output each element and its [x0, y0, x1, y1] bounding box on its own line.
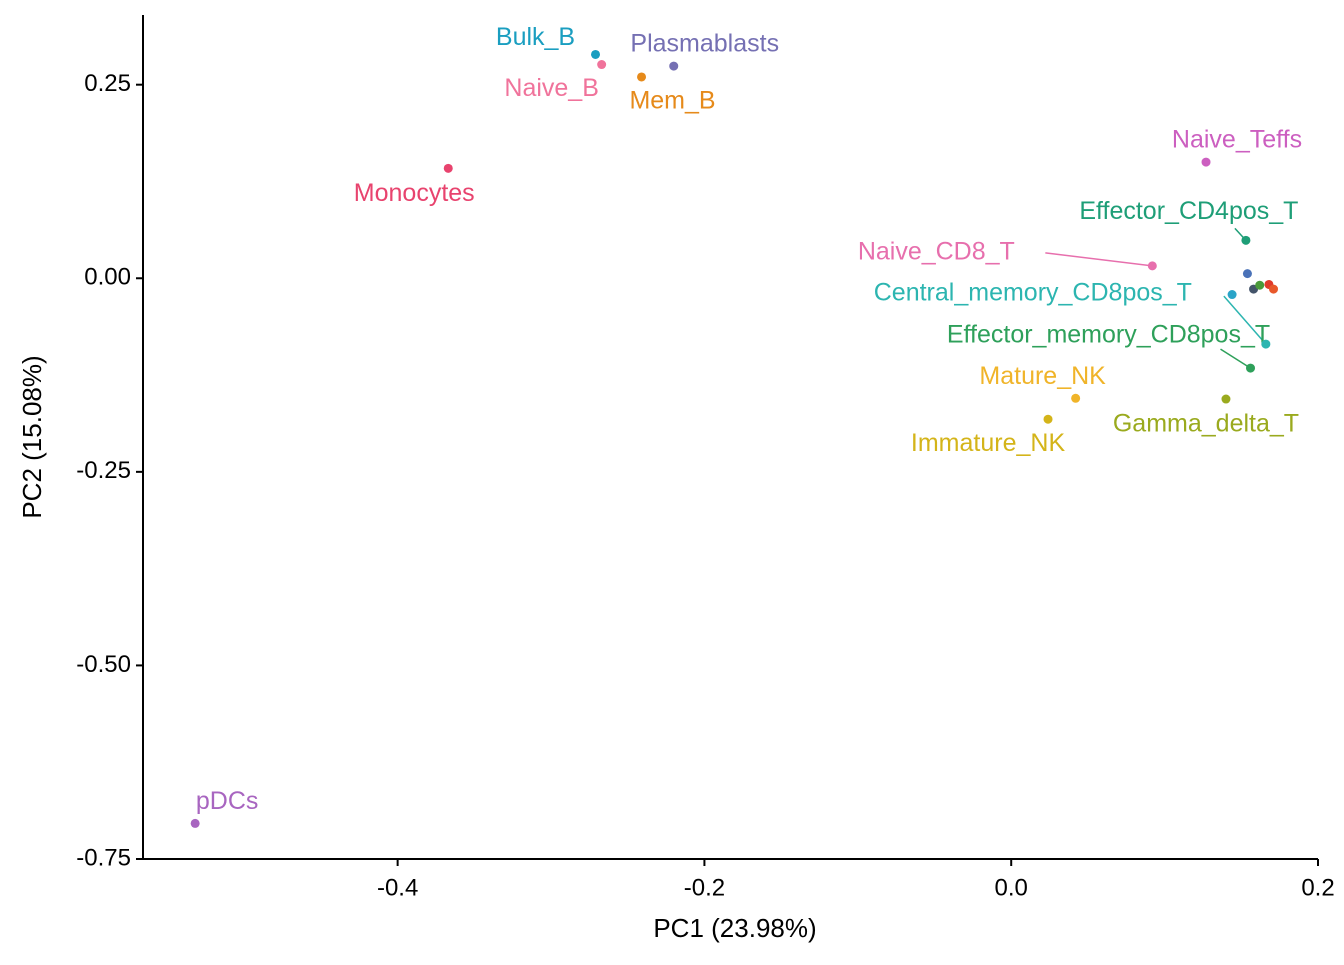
point [1261, 339, 1271, 349]
point-label: Plasmablasts [630, 30, 779, 58]
point-label: Mature_NK [979, 362, 1106, 390]
x-tick-label: 0.0 [995, 874, 1028, 901]
point-label: pDCs [196, 787, 259, 815]
y-tick-label: -0.50 [76, 651, 131, 678]
point [1269, 284, 1279, 294]
point [637, 72, 647, 82]
point-label: Naive_CD8_T [858, 237, 1015, 265]
y-tick-label: 0.00 [84, 264, 131, 291]
point [669, 61, 679, 71]
x-tick-label: -0.4 [377, 874, 418, 901]
x-axis-title: PC1 (23.98%) [653, 913, 816, 943]
x-tick-label: 0.2 [1301, 874, 1334, 901]
point [1201, 157, 1211, 167]
point [190, 818, 200, 828]
point [1043, 414, 1053, 424]
point-label: Monocytes [354, 179, 475, 207]
leader-line [1223, 295, 1267, 345]
y-tick-label: 0.25 [84, 70, 131, 97]
point [1147, 261, 1157, 271]
point [597, 60, 607, 70]
point [591, 49, 601, 59]
leader-line [1045, 252, 1153, 267]
x-tick-label: -0.2 [684, 874, 725, 901]
y-axis-title: PC2 (15.08%) [17, 355, 47, 518]
point-label: Naive_Teffs [1172, 126, 1302, 154]
point [443, 163, 453, 173]
point-label: Central_memory_CD8pos_T [874, 279, 1192, 307]
point [1227, 290, 1237, 300]
point [1246, 363, 1256, 373]
leader-line [1220, 348, 1251, 369]
y-tick-label: -0.25 [76, 457, 131, 484]
point-label: Naive_B [504, 74, 599, 102]
point [1241, 235, 1251, 245]
point-label: Mem_B [629, 87, 715, 115]
point [1221, 394, 1231, 404]
point-label: Effector_CD4pos_T [1079, 197, 1298, 225]
point-label: Effector_memory_CD8pos_T [947, 321, 1270, 349]
point-label: Immature_NK [911, 429, 1066, 457]
point [1071, 393, 1081, 403]
point-label: Bulk_B [496, 23, 575, 51]
point [1242, 269, 1252, 279]
y-tick-label: -0.75 [76, 844, 131, 871]
point-label: Gamma_delta_T [1113, 410, 1299, 438]
point [1255, 280, 1265, 290]
